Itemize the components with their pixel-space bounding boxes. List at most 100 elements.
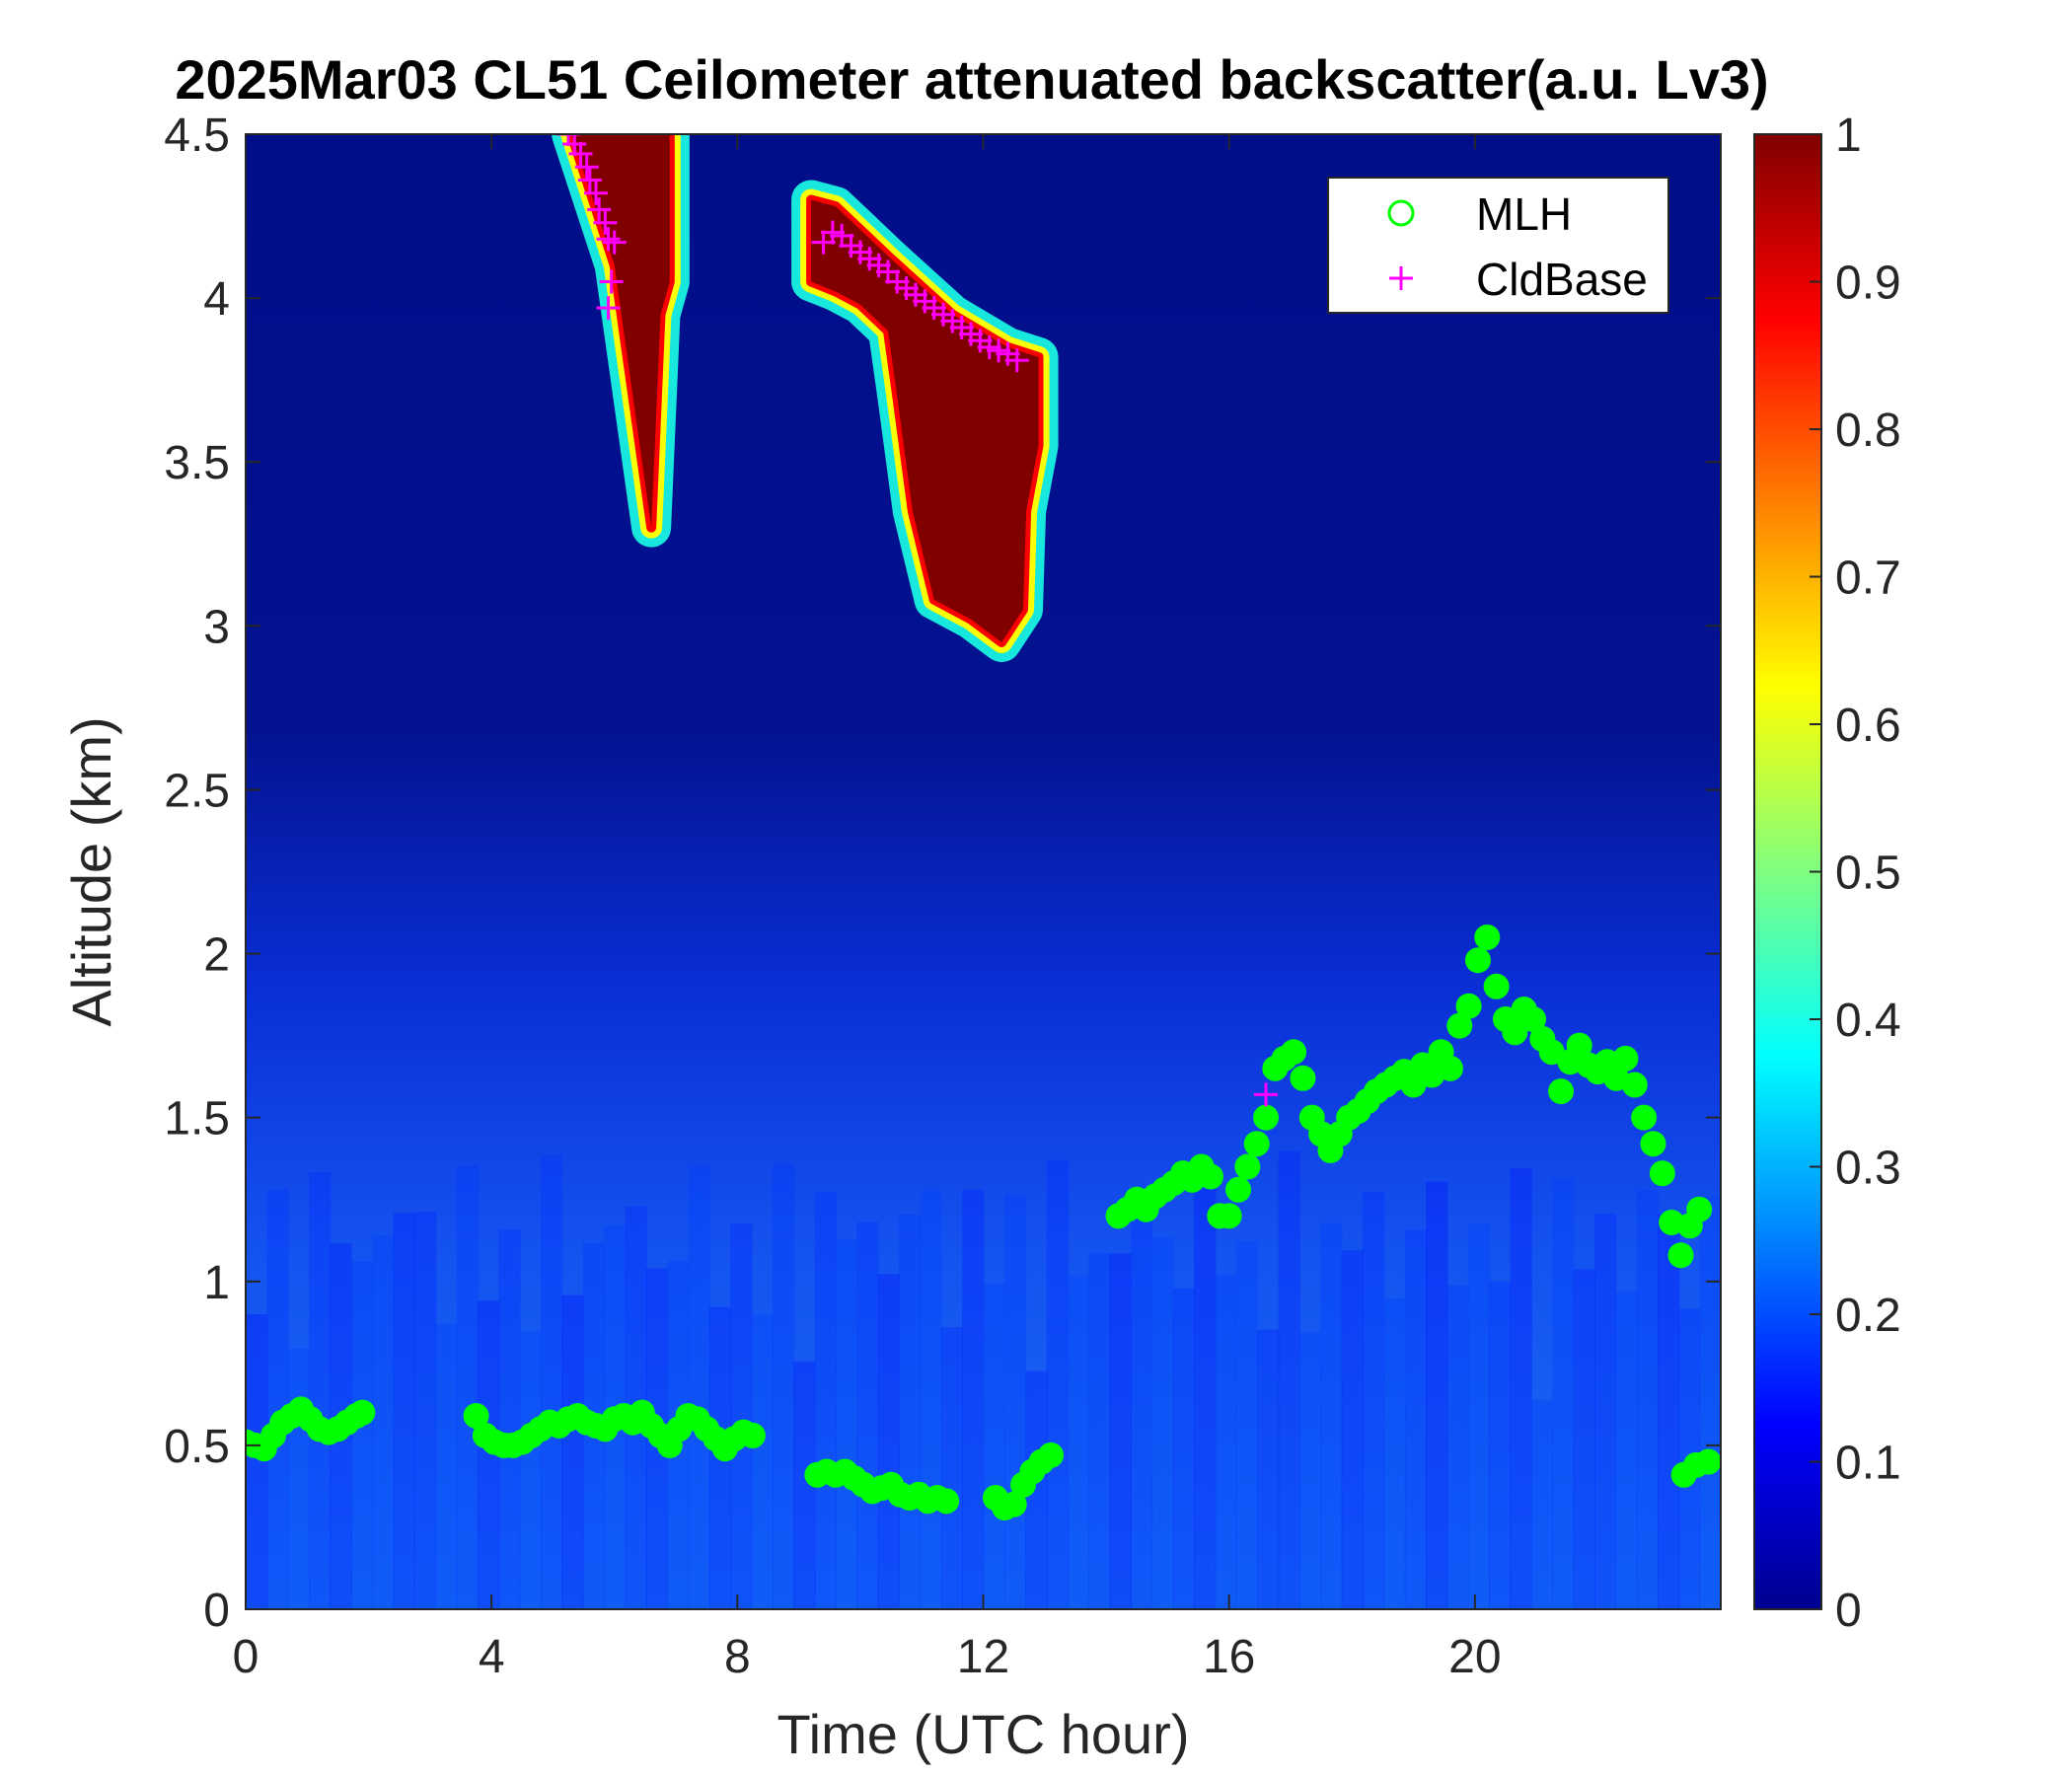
heatmap-streak [793,1361,816,1609]
heatmap-streak [962,1189,985,1609]
heatmap-streak [1172,1288,1196,1609]
heatmap-streak [309,1171,332,1609]
heatmap-streak [1489,1281,1512,1609]
colorbar-tick-label: 0.6 [1835,700,1901,752]
heatmap-streak [877,1274,901,1609]
heatmap-streak [287,1348,311,1609]
heatmap-streak [1383,1298,1406,1609]
heatmap-streak [350,1261,374,1609]
heatmap-streak [1657,1214,1680,1609]
heatmap-streak [456,1165,479,1609]
heatmap-streak [1046,1159,1069,1609]
colorbar: 0 0.1 0.2 0.3 0.4 0.5 0.6 0.7 0.8 0.9 1 [1753,110,1901,1637]
heatmap-streak [1636,1190,1659,1609]
mlh-point [1686,1196,1713,1222]
y-tick-label: 1.5 [164,1093,230,1146]
heatmap-streak [246,1314,268,1609]
heatmap-streak [477,1300,500,1609]
chart-title: 2025Mar03 CL51 Ceilometer attenuated bac… [175,48,1768,111]
heatmap-streak [1235,1241,1259,1609]
colorbar-tick-label: 0.8 [1835,405,1901,457]
heatmap-streak [413,1212,437,1609]
mlh-point [933,1488,960,1515]
heatmap-streak [1194,1173,1217,1609]
heatmap-streak [1699,1196,1721,1609]
heatmap-streak [772,1163,795,1609]
colorbar-tick-label: 0 [1835,1585,1862,1637]
mlh-point [1464,947,1491,974]
colorbar-tick-label: 0.9 [1835,258,1901,310]
colorbar-tick-label: 0.5 [1835,848,1901,900]
colorbar-tick-label: 0.2 [1835,1290,1901,1342]
heatmap-streak [1151,1236,1174,1609]
heatmap-streak [1025,1370,1048,1609]
heatmap-streak [372,1235,395,1609]
heatmap-streak [1067,1276,1090,1609]
mlh-point [1243,1131,1270,1157]
heatmap-streak [541,1154,563,1609]
y-tick-label: 0 [203,1585,230,1637]
y-tick-label: 1 [203,1257,230,1309]
heatmap-streak [519,1331,542,1609]
heatmap-streak [1257,1329,1280,1609]
mlh-point [1548,1078,1575,1105]
x-tick-label: 0 [233,1631,259,1683]
heatmap-streak [1467,1223,1491,1609]
colorbar-tick-label: 0.4 [1835,995,1901,1047]
plot-area [246,134,1721,1609]
cldbase-point [596,296,621,321]
cloud-layer [811,199,1039,642]
heatmap-streak [1278,1150,1300,1609]
heatmap-streak [1510,1167,1532,1609]
heatmap-streak [983,1283,1005,1609]
heatmap-streak [899,1214,922,1609]
mlh-point [1234,1153,1261,1180]
heatmap-streak [856,1221,879,1609]
colorbar-tick-label: 1 [1835,110,1862,162]
mlh-point [1649,1160,1675,1187]
mlh-point [1038,1442,1065,1468]
heatmap-streak [836,1239,858,1609]
x-tick-label: 8 [724,1631,751,1683]
cldbase-point [568,141,593,166]
heatmap-streak [498,1229,521,1609]
legend-mlh-label: MLH [1476,188,1572,240]
mlh-point [1281,1039,1307,1066]
cldbase-point [1254,1082,1279,1107]
colorbar-tick-label: 0.1 [1835,1438,1901,1490]
y-tick-label: 3.5 [164,437,230,489]
mlh-point [1631,1104,1658,1131]
cloud-layer [571,134,670,528]
y-tick-label: 0.5 [164,1421,230,1473]
y-tick-label: 3 [203,601,230,653]
cldbase-point [556,134,581,146]
mlh-point [1695,1448,1721,1475]
heatmap-streak [266,1188,289,1609]
mlh-point [1253,1104,1280,1131]
heatmap-streak [1552,1178,1575,1609]
heatmap-streak [1298,1332,1322,1609]
heatmap-streak [1615,1291,1638,1609]
heatmap-streak [1320,1222,1343,1609]
mlh-point [1225,1176,1252,1203]
heatmap-streak [730,1223,753,1609]
legend: MLH CldBase [1327,177,1669,314]
y-axis-label: Altitude (km) [60,716,122,1026]
mlh-point [739,1422,766,1448]
mlh-point [1621,1072,1648,1098]
mlh-point [1612,1045,1639,1072]
cldbase-point [574,155,599,180]
cldbase-point [577,168,602,192]
legend-cldbase-label: CldBase [1476,254,1648,305]
heatmap-streak [1530,1400,1554,1609]
cldbase-point [1004,348,1029,373]
mlh-point [349,1399,376,1426]
mlh-point [1216,1203,1242,1229]
heatmap-streak [1593,1214,1617,1609]
legend-cldbase-marker [1389,266,1413,290]
cldbase-point [596,227,621,252]
cldbase-point [584,181,609,205]
heatmap-streak [1088,1252,1111,1609]
colorbar-tick-label: 0.3 [1835,1143,1901,1195]
x-tick-label: 4 [479,1631,505,1683]
